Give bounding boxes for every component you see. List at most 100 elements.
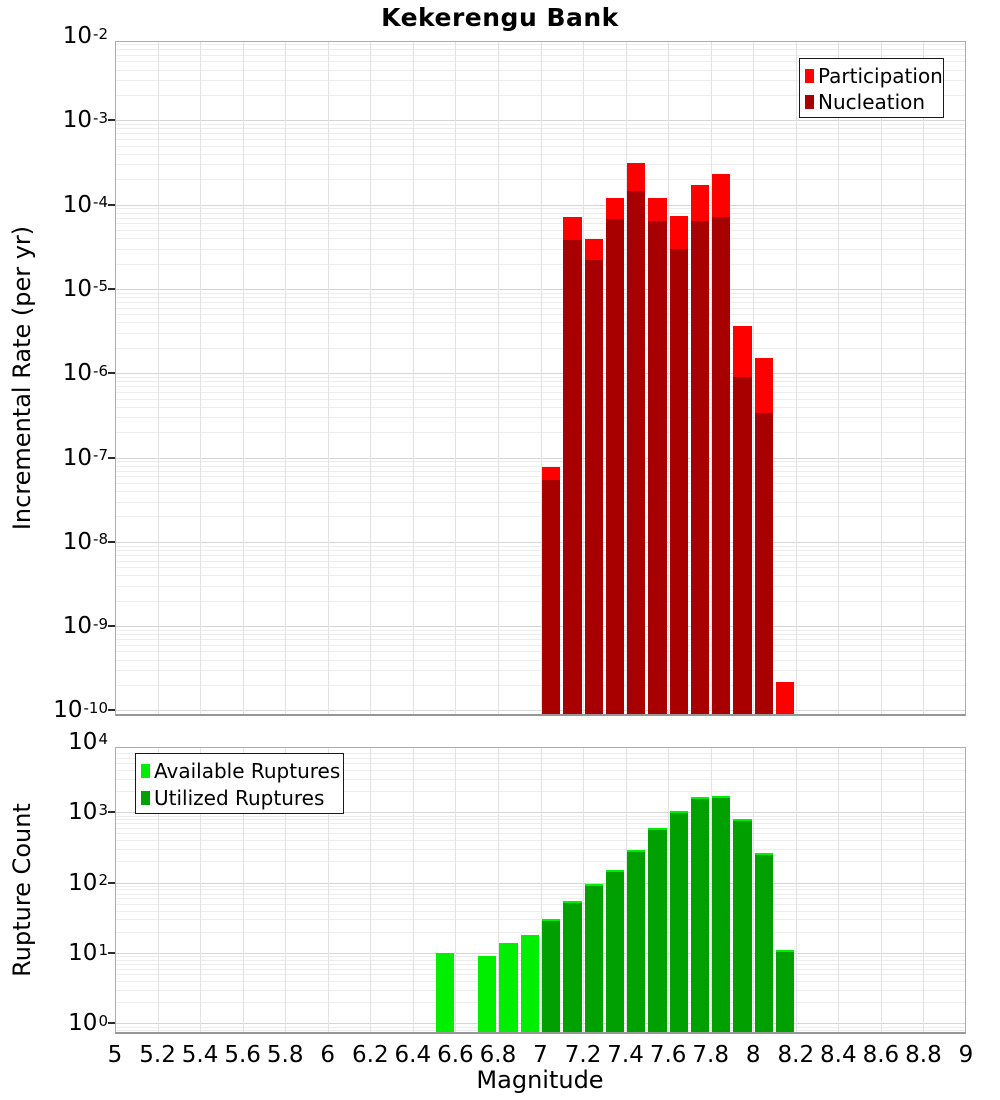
minor-gridline [115,44,966,46]
minor-gridline [115,670,966,672]
vertical-gridline [838,747,840,1034]
legend-color-swatch [141,764,150,779]
minor-gridline [115,164,966,166]
y-tick-mark [108,287,115,290]
vertical-gridline [370,747,372,1034]
minor-gridline [115,139,966,140]
nucleation-bar [754,412,774,716]
y-tick-label: 10 -9 [62,613,108,640]
minor-gridline [115,898,966,900]
utilized-bar [690,799,710,1034]
minor-gridline [115,516,966,518]
minor-gridline [115,314,966,316]
minor-gridline [115,124,966,126]
nucleation-bar [648,220,667,716]
utilized-bar [542,921,561,1034]
major-gridline [115,373,966,375]
vertical-gridline [795,747,797,1034]
minor-gridline [115,659,966,661]
minor-gridline [115,685,966,687]
y-tick-label: 10 -5 [62,275,108,302]
minor-gridline [115,223,966,225]
minor-gridline [115,567,966,569]
legend-color-swatch [805,69,814,83]
nucleation-bar [563,240,582,716]
minor-gridline [115,651,966,653]
minor-gridline [115,600,966,602]
x-tick-label: 5.8 [266,1042,304,1068]
participation-bar [776,681,795,716]
minor-gridline [115,1002,966,1004]
legend-item: Participation [805,63,943,89]
minor-gridline [115,238,966,240]
minor-gridline [115,377,966,379]
vertical-gridline [200,41,202,716]
major-gridline [115,710,966,712]
available-bar [435,952,454,1034]
x-tick-label: 8 [745,1042,761,1068]
minor-gridline [115,491,966,493]
legend-top-panel: Participation Nucleation [799,58,944,118]
minor-gridline [115,861,966,863]
minor-gridline [115,54,966,56]
minor-gridline [115,347,966,349]
utilized-bar [648,829,667,1034]
vertical-gridline [880,747,882,1034]
y-tick-label: 10 -8 [62,528,108,555]
minor-gridline [115,145,966,147]
y-tick-label: 10 0 [68,1010,108,1037]
x-axis-label: Magnitude [476,1066,604,1094]
legend-item-label: Participation [818,64,943,88]
nucleation-bar [669,248,688,716]
minor-gridline [115,644,966,646]
legend-color-swatch [805,95,814,109]
major-gridline [115,882,966,884]
x-tick-label: 7.8 [692,1042,729,1068]
minor-gridline [115,292,966,294]
y-tick-label: 10 -3 [62,107,108,134]
minor-gridline [115,263,966,265]
nucleation-bar [733,377,752,716]
utilized-bar [776,952,795,1034]
minor-gridline [115,432,966,434]
minor-gridline [115,819,966,821]
major-gridline [115,541,966,543]
x-tick-label: 6.2 [352,1042,389,1068]
x-tick-label: 8.8 [905,1042,942,1068]
minor-gridline [115,815,966,817]
minor-gridline [115,554,966,556]
y-tick-label: 10 -7 [62,444,108,471]
vertical-gridline [455,41,457,716]
minor-gridline [115,381,966,383]
legend-item: Utilized Ruptures [141,785,337,812]
major-gridline [115,952,966,954]
minor-gridline [115,560,966,562]
minor-gridline [115,714,966,716]
minor-gridline [115,827,966,829]
minor-gridline [115,903,966,905]
minor-gridline [115,332,966,334]
vertical-gridline [795,41,797,716]
legend-item-label: Available Ruptures [154,759,341,784]
minor-gridline [115,482,966,484]
vertical-gridline [923,747,925,1034]
y-tick-mark [108,709,115,712]
minor-gridline [115,545,966,547]
nucleation-bar [584,260,603,716]
x-tick-label: 8.4 [820,1042,857,1068]
y-tick-label: 10 -2 [62,23,108,49]
major-gridline [115,1023,966,1025]
legend-item: Nucleation [805,89,937,115]
vertical-gridline [412,41,414,716]
x-tick-label: 8.6 [862,1042,900,1068]
minor-gridline [115,128,966,130]
y-tick-label: 10 -6 [62,360,108,387]
minor-gridline [115,639,966,641]
available-bar [520,935,539,1034]
minor-gridline [115,931,966,933]
minor-gridline [115,133,966,135]
minor-gridline [115,476,966,478]
minor-gridline [115,386,966,388]
minor-gridline [115,49,966,51]
legend-item-label: Utilized Ruptures [154,785,325,810]
